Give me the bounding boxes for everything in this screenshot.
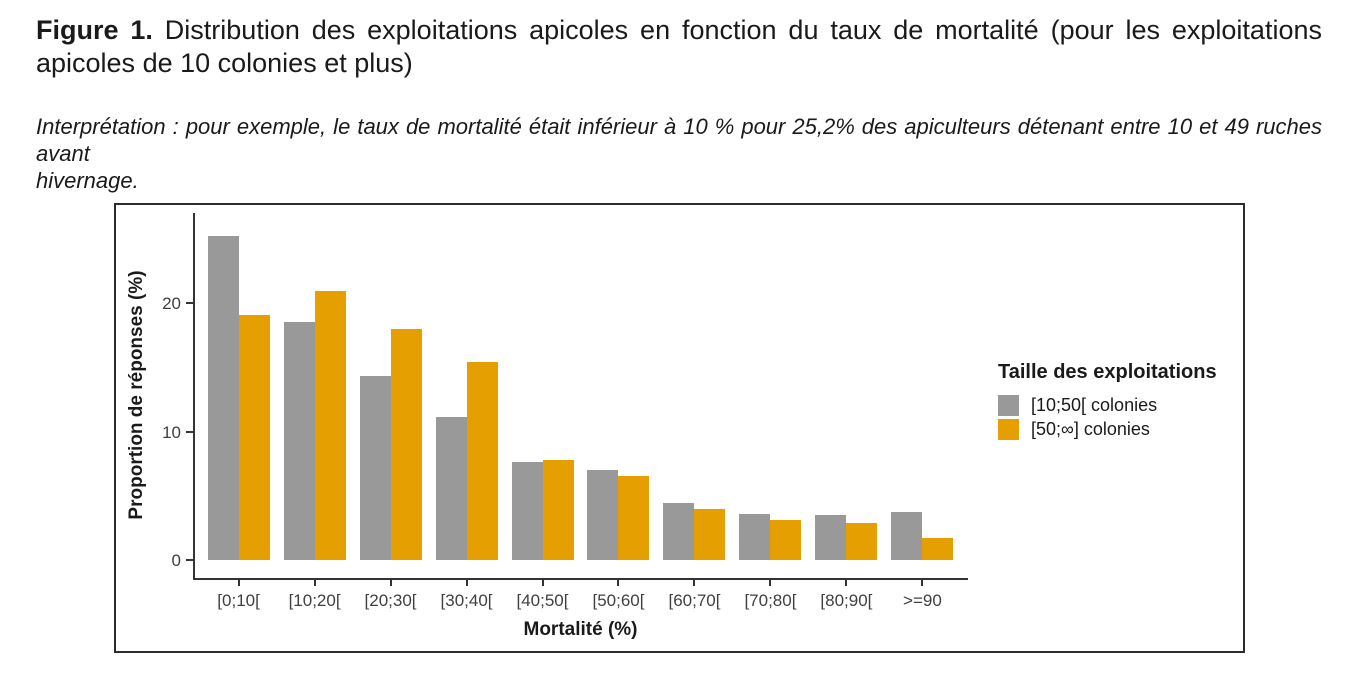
x-tick-label-[70;80[: [70;80[	[744, 591, 797, 610]
figure-number-label: Figure 1.	[36, 15, 153, 45]
bar-orange-[50;60[	[618, 476, 650, 560]
bar-gray->=90	[891, 512, 923, 560]
bar-gray-[10;20[	[283, 322, 315, 560]
y-tick-label-20: 20	[162, 294, 181, 313]
x-tick-label-[30;40[: [30;40[	[440, 591, 493, 610]
x-tick-[60;70[	[693, 580, 696, 586]
plot-panel: 0 10 20 [0;10[ [10;20[ [20;30[ [30;40[ [40;50[ […	[162, 213, 968, 640]
x-tick-[30;40[	[465, 580, 468, 586]
legend-swatch-orange	[998, 418, 1019, 440]
legend-label: [50;∞] colonies	[1031, 418, 1150, 439]
bar-chart-figure: 0 10 20 [0;10[ [10;20[ [20;30[ [30;40[ [40;50[ […	[114, 203, 1245, 653]
bar-orange-[10;20[	[314, 291, 346, 560]
bar-orange-[80;90[	[846, 522, 878, 560]
bar-gray-[50;60[	[587, 470, 619, 560]
y-tick-label-0: 0	[171, 551, 181, 570]
bar-orange-[40;50[	[542, 459, 574, 560]
x-tick-label-[20;30[: [20;30[	[364, 591, 417, 610]
bar-gray-[70;80[	[739, 513, 771, 560]
x-tick-[20;30[	[389, 580, 392, 586]
x-tick-label-[10;20[: [10;20[	[288, 591, 341, 610]
x-tick-[40;50[	[541, 580, 544, 586]
bar-orange-[60;70[	[694, 508, 726, 560]
y-tick-0	[186, 559, 193, 561]
x-tick->=90	[921, 580, 924, 586]
bar-orange->=90	[922, 538, 954, 560]
y-tick-20	[186, 302, 193, 304]
legend-title: Taille des exploitations	[998, 361, 1217, 383]
interpretation-note: Interprétation : pour exemple, le taux d…	[36, 113, 1322, 194]
x-tick-label-[80;90[: [80;90[	[820, 591, 873, 610]
x-tick-label->=90: >=90	[903, 591, 942, 610]
legend-items: [10;50[ colonies [50;∞] colonies	[998, 393, 1217, 441]
legend-item-large-farms: [50;∞] colonies	[998, 417, 1217, 441]
x-tick-[70;80[	[769, 580, 772, 586]
interpretation-line2: hivernage.	[36, 168, 139, 193]
bar-gray-[20;30[	[359, 376, 391, 560]
bar-gray-[60;70[	[663, 503, 695, 560]
y-tick-label-10: 10	[162, 422, 181, 442]
figure-caption-line1: Figure 1. Distribution des exploitations…	[36, 14, 1322, 47]
x-tick-label-[60;70[: [60;70[	[668, 591, 721, 610]
bar-gray-[80;90[	[815, 515, 847, 560]
figure-caption-line2: apicoles de 10 colonies et plus)	[36, 48, 413, 78]
x-axis-title: Mortalité (%)	[523, 619, 638, 640]
x-tick-[10;20[	[313, 580, 316, 586]
x-tick-[80;90[	[845, 580, 848, 586]
x-tick-[0;10[	[237, 580, 240, 586]
legend-swatch-gray	[998, 394, 1019, 416]
bar-orange-[70;80[	[770, 520, 802, 560]
bar-gray-[40;50[	[511, 462, 543, 560]
x-tick-label-[50;60[: [50;60[	[592, 591, 645, 610]
bar-orange-[0;10[	[238, 314, 270, 560]
bar-orange-[30;40[	[466, 362, 498, 560]
chart-legend: Taille des exploitations [10;50[ colonie…	[998, 361, 1217, 441]
y-axis-line	[193, 213, 195, 580]
bar-gray-[0;10[	[207, 236, 239, 560]
figure-caption: Figure 1. Distribution des exploitations…	[36, 14, 1322, 80]
legend-label: [10;50[ colonies	[1031, 394, 1158, 415]
legend-item-small-farms: [10;50[ colonies	[998, 393, 1217, 417]
x-tick-[50;60[	[617, 580, 620, 586]
y-axis-title: Proportion de réponses (%)	[126, 270, 147, 520]
x-axis-line	[193, 578, 968, 580]
figure-caption-line1-text: Distribution des exploitations apicoles …	[164, 15, 1322, 45]
x-tick-label-[40;50[: [40;50[	[516, 591, 569, 610]
interpretation-line1: Interprétation : pour exemple, le taux d…	[36, 114, 1322, 166]
bar-gray-[30;40[	[435, 417, 467, 560]
bar-orange-[20;30[	[390, 328, 422, 560]
x-tick-label-[0;10[: [0;10[	[217, 591, 260, 610]
y-tick-10	[186, 430, 193, 433]
